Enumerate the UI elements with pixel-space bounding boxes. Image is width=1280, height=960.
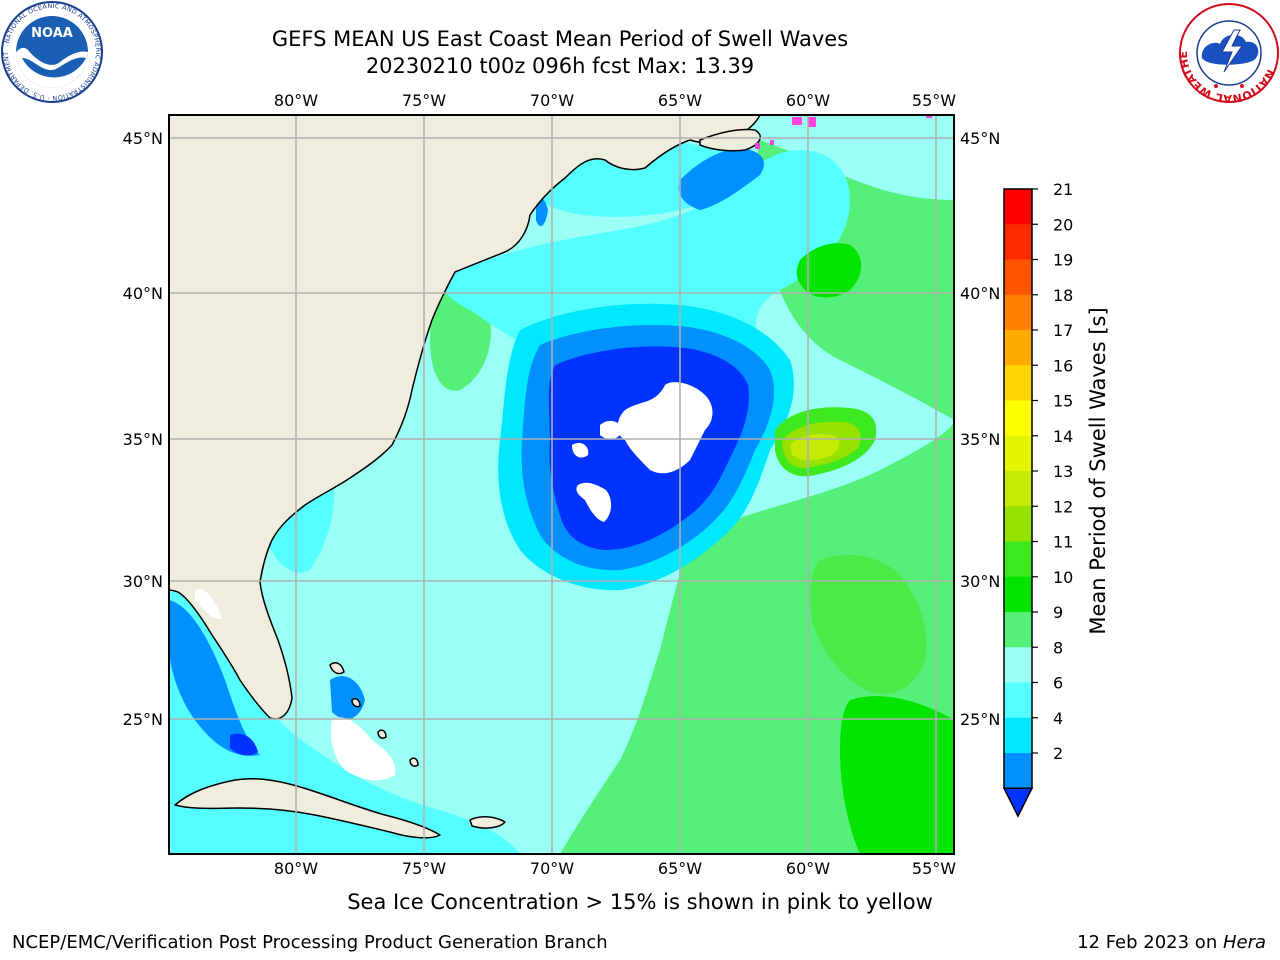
- colorbar-segment: [1004, 259, 1032, 296]
- colorbar-segment: [1004, 224, 1032, 260]
- lon-label-bottom: 60°W: [786, 859, 830, 878]
- nws-logo: NATIONAL WEATHER SERVICE: [1178, 2, 1279, 104]
- lat-label-right: 30°N: [960, 572, 1000, 591]
- colorbar-segment: [1004, 682, 1032, 719]
- colorbar-tick-label: 6: [1053, 674, 1063, 693]
- lat-label-left: 45°N: [123, 129, 163, 148]
- graticule: [169, 115, 954, 854]
- lat-label-right: 25°N: [960, 710, 1000, 729]
- lat-label-left: 40°N: [123, 284, 163, 303]
- colorbar-segment: [1004, 753, 1032, 789]
- colorbar-tick-label: 4: [1053, 709, 1063, 728]
- lon-labels: 80°W 75°W 70°W 65°W 60°W 55°W 80°W 75°W …: [274, 91, 956, 878]
- colorbar-tick-label: 18: [1053, 286, 1073, 305]
- colorbar-tick-label: 19: [1053, 251, 1073, 270]
- colorbar-segment: [1004, 435, 1032, 472]
- colorbar: 21 20 19 18 17 16 15 14 13 12 11 10 9 8 6 4 2: [1002, 180, 1073, 818]
- colorbar-segment: [1004, 717, 1032, 754]
- colorbar-tick-label: 21: [1053, 180, 1073, 199]
- contour-field: [169, 115, 954, 854]
- colorbar-segment: [1004, 365, 1032, 401]
- colorbar-tick-label: 10: [1053, 568, 1073, 587]
- colorbar-segment: [1004, 189, 1032, 225]
- colorbar-segment: [1004, 541, 1032, 578]
- colorbar-label: Mean Period of Swell Waves [s]: [1086, 307, 1110, 634]
- lon-label-top: 65°W: [658, 91, 702, 110]
- colorbar-tick-label: 11: [1053, 533, 1073, 552]
- colorbar-tick-label: 20: [1053, 215, 1073, 234]
- colorbar-tick-label: 2: [1053, 744, 1063, 763]
- colorbar-tick-label: 14: [1053, 427, 1073, 446]
- colorbar-segment: [1004, 506, 1032, 542]
- lat-labels: 45°N 40°N 35°N 30°N 25°N 45°N 40°N 35°N …: [123, 129, 1001, 729]
- colorbar-tick-label: 17: [1053, 321, 1073, 340]
- date-stamp: 12 Feb 2023 on Hera: [1077, 932, 1266, 953]
- land-masses: [169, 115, 761, 839]
- lon-label-top: 80°W: [274, 91, 318, 110]
- colorbar-extension: [1002, 787, 1034, 818]
- lat-label-left: 25°N: [123, 710, 163, 729]
- lon-label-bottom: 70°W: [530, 859, 574, 878]
- colorbar-segment: [1004, 400, 1032, 437]
- lon-label-top: 60°W: [786, 91, 830, 110]
- colorbar-frame: [1003, 188, 1033, 789]
- lat-label-right: 45°N: [960, 129, 1000, 148]
- colorbar-segment: [1004, 330, 1032, 366]
- colorbar-segment: [1004, 576, 1032, 613]
- colorbar-tick-label: 15: [1053, 392, 1073, 411]
- date-text: 12 Feb 2023 on: [1077, 932, 1223, 953]
- lon-label-top: 55°W: [912, 91, 956, 110]
- sea-ice-note: Sea Ice Concentration > 15% is shown in …: [347, 890, 933, 914]
- lon-label-top: 70°W: [530, 91, 574, 110]
- lat-label-left: 30°N: [123, 572, 163, 591]
- chart-subtitle: 20230210 t00z 096h fcst Max: 13.39: [365, 54, 755, 78]
- lat-label-left: 35°N: [123, 430, 163, 449]
- colorbar-segment: [1004, 294, 1032, 331]
- credit-line: NCEP/EMC/Verification Post Processing Pr…: [12, 932, 608, 953]
- colorbar-tick-label: 16: [1053, 356, 1073, 375]
- lon-label-bottom: 55°W: [912, 859, 956, 878]
- noaa-logo: NATIONAL OCEANIC AND ATMOSPHERIC ADMINIS…: [0, 0, 103, 103]
- machine-name: Hera: [1222, 932, 1266, 953]
- colorbar-segment: [1004, 647, 1032, 683]
- colorbar-tick-label: 13: [1053, 462, 1073, 481]
- lon-label-bottom: 80°W: [274, 859, 318, 878]
- lon-label-top: 75°W: [402, 91, 446, 110]
- colorbar-segment: [1004, 471, 1032, 507]
- svg-text:NOAA: NOAA: [31, 26, 73, 41]
- lon-label-bottom: 75°W: [402, 859, 446, 878]
- chart-title: GEFS MEAN US East Coast Mean Period of S…: [271, 27, 849, 51]
- colorbar-segment: [1004, 612, 1032, 648]
- colorbar-tick-label: 12: [1053, 497, 1073, 516]
- map-frame: [168, 114, 955, 855]
- lat-label-right: 35°N: [960, 430, 1000, 449]
- colorbar-tick-label: 9: [1053, 603, 1063, 622]
- colorbar-tick-label: 8: [1053, 638, 1063, 657]
- lat-label-right: 40°N: [960, 284, 1000, 303]
- lon-label-bottom: 65°W: [658, 859, 702, 878]
